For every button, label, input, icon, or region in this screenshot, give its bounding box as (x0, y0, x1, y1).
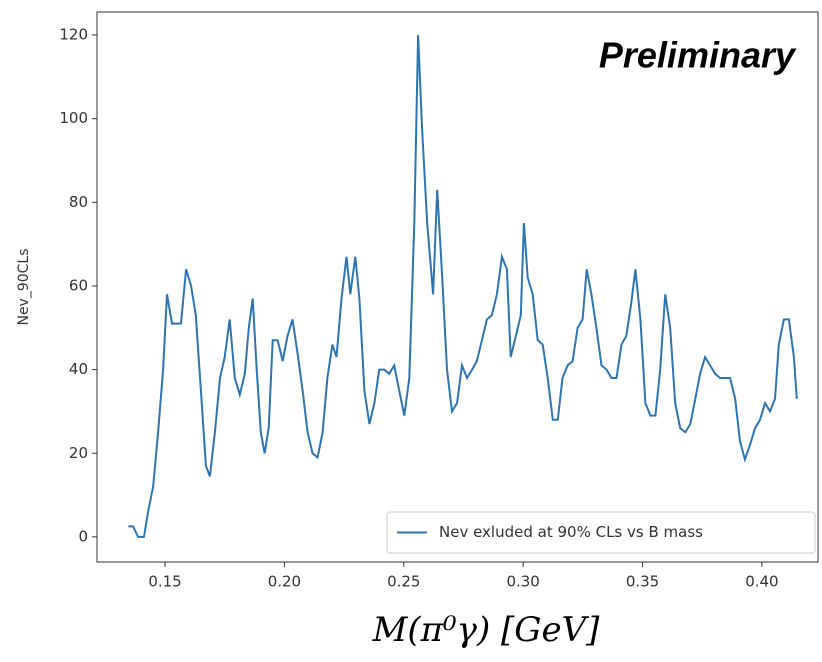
x-tick-label: 0.20 (268, 573, 301, 591)
plot-frame (96, 11, 819, 563)
annotation: Preliminary (599, 35, 797, 76)
x-tick-label: 0.40 (745, 573, 778, 591)
x-tick-label: 0.15 (148, 573, 181, 591)
y-tick-label: 40 (69, 360, 88, 378)
legend-box (386, 511, 816, 554)
y-axis-label: Nev_90CLs (16, 248, 32, 325)
data-line (128, 34, 798, 538)
y-tick-label: 20 (69, 444, 88, 462)
legend-label: Nev exluded at 90% CLs vs B mass (439, 523, 703, 541)
y-tick-label: 60 (69, 276, 88, 294)
y-tick-label: 120 (59, 26, 88, 44)
x-tick-label: 0.30 (506, 573, 539, 591)
y-tick-label: 0 (78, 527, 88, 545)
x-tick-label: 0.25 (387, 573, 420, 591)
x-tick-label: 0.35 (626, 573, 659, 591)
y-tick-label: 100 (59, 109, 88, 127)
y-tick-label: 80 (69, 193, 88, 211)
x-axis-label: M(π⁰γ) [GeV] (372, 610, 601, 650)
